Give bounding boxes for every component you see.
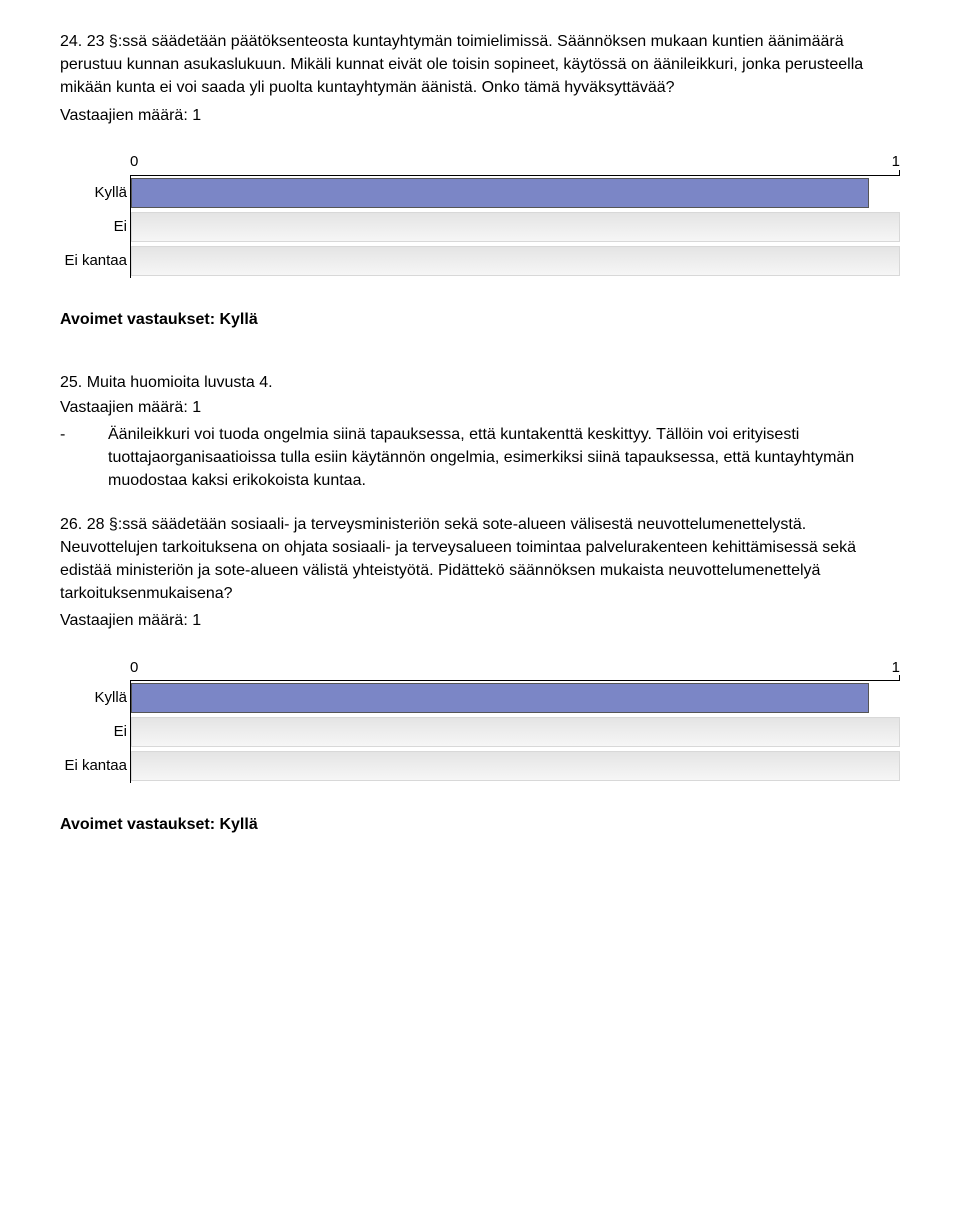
chart-26-label-ei: Ei bbox=[57, 721, 127, 743]
chart-26-row-eikantaa: Ei kantaa bbox=[131, 749, 900, 783]
open-answers-24: Avoimet vastaukset: Kyllä bbox=[60, 308, 900, 331]
chart-26-track-0 bbox=[131, 683, 900, 713]
chart-24-bar-kylla bbox=[131, 178, 869, 208]
chart-26-axis-min: 0 bbox=[130, 657, 138, 679]
chart-24-area: Kyllä Ei Ei kantaa bbox=[130, 175, 900, 278]
chart-26-row-kylla: Kyllä bbox=[131, 681, 900, 715]
chart-24-label-kylla: Kyllä bbox=[57, 182, 127, 204]
bullet-dash: - bbox=[60, 423, 108, 493]
chart-26-track-1 bbox=[131, 717, 900, 747]
question-26-respondents: Vastaajien määrä: 1 bbox=[60, 609, 900, 632]
question-25-answer-text: Äänileikkuri voi tuoda ongelmia siinä ta… bbox=[108, 423, 900, 493]
question-24-text: 24. 23 §:ssä säädetään päätöksenteosta k… bbox=[60, 30, 900, 100]
question-25-respondents: Vastaajien määrä: 1 bbox=[60, 396, 900, 419]
chart-24-track-1 bbox=[131, 212, 900, 242]
chart-24-axis-min: 0 bbox=[130, 151, 138, 173]
chart-26-area: Kyllä Ei Ei kantaa bbox=[130, 680, 900, 783]
question-24-respondents: Vastaajien määrä: 1 bbox=[60, 104, 900, 127]
question-26-text: 26. 28 §:ssä säädetään sosiaali- ja terv… bbox=[60, 513, 900, 606]
chart-24: 0 1 Kyllä Ei Ei kantaa bbox=[60, 151, 900, 278]
chart-26-label-kylla: Kyllä bbox=[57, 687, 127, 709]
chart-24-label-ei: Ei bbox=[57, 216, 127, 238]
chart-24-label-eikantaa: Ei kantaa bbox=[57, 250, 127, 272]
question-25-answer-row: - Äänileikkuri voi tuoda ongelmia siinä … bbox=[60, 423, 900, 493]
chart-24-row-eikantaa: Ei kantaa bbox=[131, 244, 900, 278]
chart-24-track-0 bbox=[131, 178, 900, 208]
chart-24-row-kylla: Kyllä bbox=[131, 176, 900, 210]
open-answers-26: Avoimet vastaukset: Kyllä bbox=[60, 813, 900, 836]
chart-26-label-eikantaa: Ei kantaa bbox=[57, 755, 127, 777]
chart-26-axis: 0 1 bbox=[130, 657, 900, 681]
chart-26-row-ei: Ei bbox=[131, 715, 900, 749]
chart-26-track-2 bbox=[131, 751, 900, 781]
chart-24-row-ei: Ei bbox=[131, 210, 900, 244]
chart-24-axis: 0 1 bbox=[130, 151, 900, 175]
question-25-heading: 25. Muita huomioita luvusta 4. bbox=[60, 371, 900, 394]
chart-26: 0 1 Kyllä Ei Ei kantaa bbox=[60, 657, 900, 784]
chart-24-track-2 bbox=[131, 246, 900, 276]
chart-26-bar-kylla bbox=[131, 683, 869, 713]
